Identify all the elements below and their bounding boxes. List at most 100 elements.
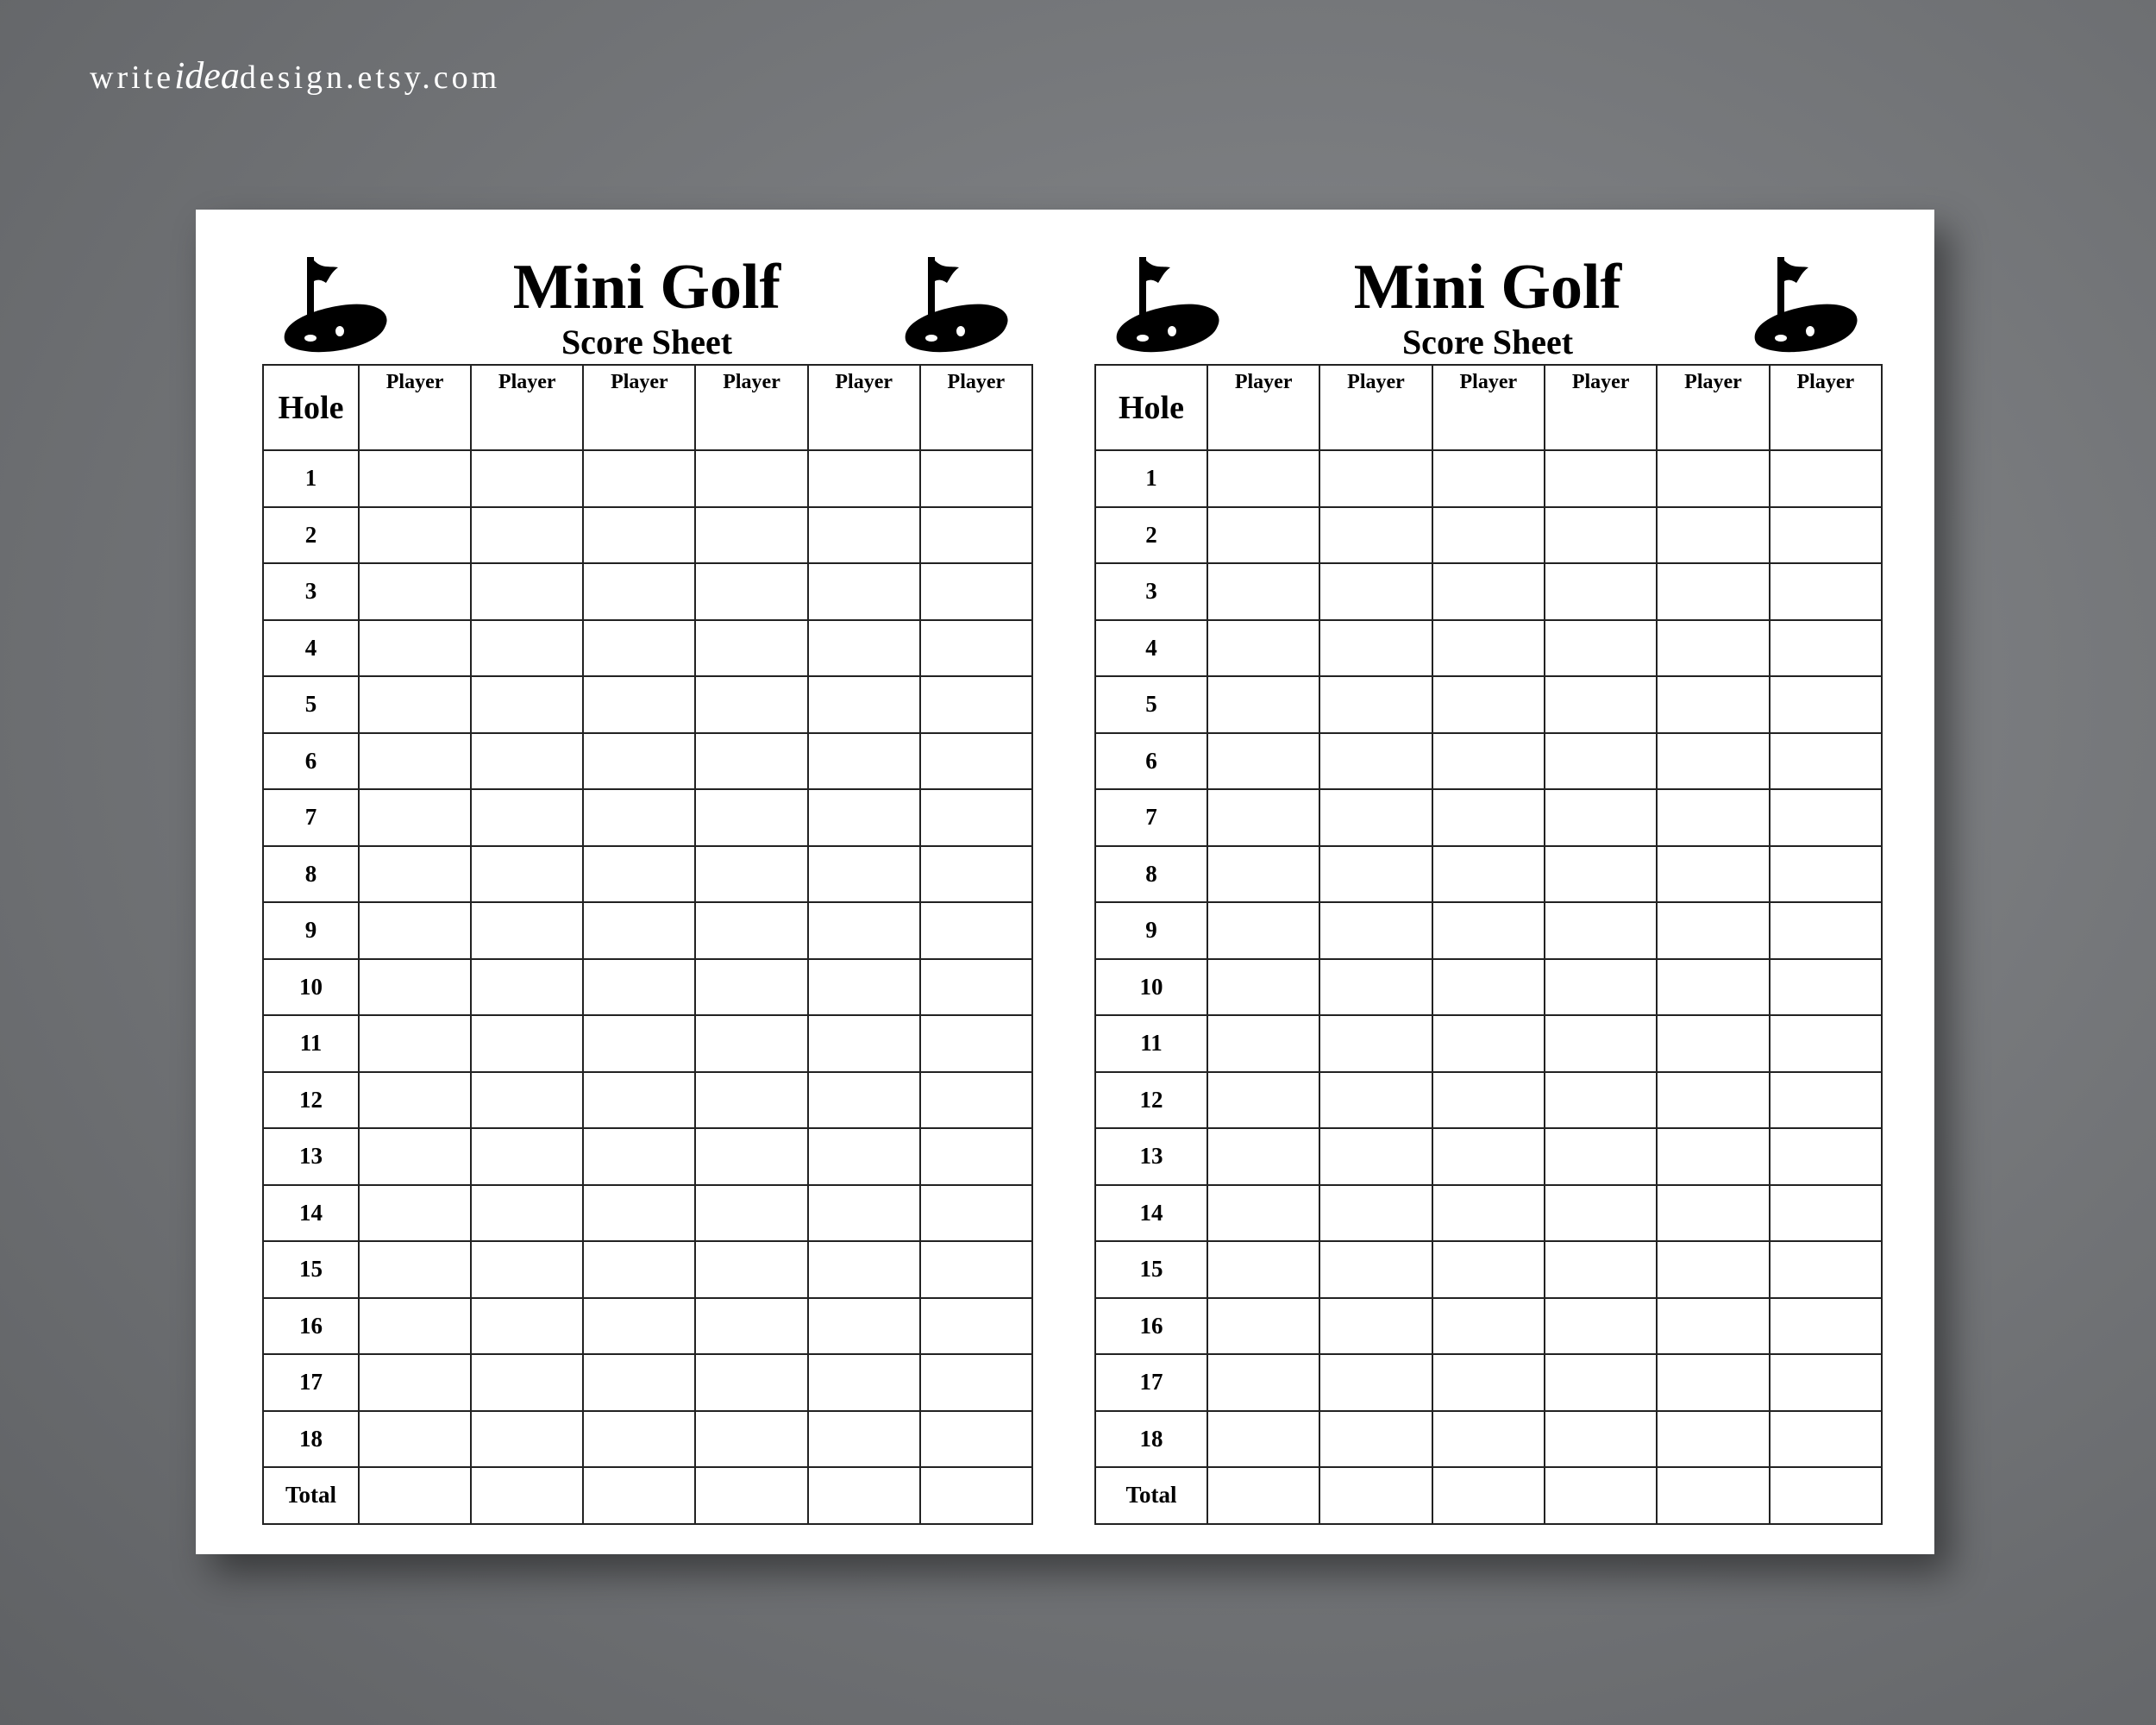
score-cell[interactable] bbox=[918, 505, 1033, 564]
score-cell[interactable] bbox=[918, 1127, 1033, 1186]
score-cell[interactable] bbox=[470, 1183, 585, 1242]
score-cell[interactable] bbox=[357, 505, 473, 564]
player-header[interactable]: Player bbox=[918, 364, 1033, 451]
score-cell[interactable] bbox=[694, 1183, 809, 1242]
score-cell[interactable] bbox=[582, 1353, 697, 1412]
score-cell[interactable] bbox=[806, 449, 921, 508]
score-cell[interactable] bbox=[357, 844, 473, 903]
score-cell[interactable] bbox=[1319, 1466, 1433, 1525]
player-header[interactable]: Player bbox=[1543, 364, 1658, 451]
score-cell[interactable] bbox=[357, 1127, 473, 1186]
score-cell[interactable] bbox=[1768, 901, 1883, 960]
score-cell[interactable] bbox=[1319, 1014, 1433, 1073]
score-cell[interactable] bbox=[918, 449, 1033, 508]
score-cell[interactable] bbox=[1206, 901, 1321, 960]
score-cell[interactable] bbox=[582, 1466, 697, 1525]
score-cell[interactable] bbox=[357, 618, 473, 677]
score-cell[interactable] bbox=[1319, 1070, 1433, 1129]
score-cell[interactable] bbox=[1431, 1070, 1545, 1129]
score-cell[interactable] bbox=[806, 1240, 921, 1299]
score-cell[interactable] bbox=[918, 1353, 1033, 1412]
score-cell[interactable] bbox=[1431, 1409, 1545, 1468]
score-cell[interactable] bbox=[470, 844, 585, 903]
score-cell[interactable] bbox=[694, 675, 809, 734]
score-cell[interactable] bbox=[582, 731, 697, 790]
score-cell[interactable] bbox=[1431, 449, 1545, 508]
score-cell[interactable] bbox=[357, 675, 473, 734]
score-cell[interactable] bbox=[918, 1409, 1033, 1468]
score-cell[interactable] bbox=[470, 618, 585, 677]
score-cell[interactable] bbox=[1206, 1466, 1321, 1525]
score-cell[interactable] bbox=[694, 1466, 809, 1525]
score-cell[interactable] bbox=[806, 844, 921, 903]
score-cell[interactable] bbox=[1768, 1353, 1883, 1412]
score-cell[interactable] bbox=[1768, 1183, 1883, 1242]
score-cell[interactable] bbox=[1543, 1183, 1658, 1242]
score-cell[interactable] bbox=[1431, 1353, 1545, 1412]
score-cell[interactable] bbox=[1206, 675, 1321, 734]
score-cell[interactable] bbox=[806, 562, 921, 621]
score-cell[interactable] bbox=[1319, 1127, 1433, 1186]
score-cell[interactable] bbox=[1656, 505, 1771, 564]
score-cell[interactable] bbox=[1656, 1127, 1771, 1186]
score-cell[interactable] bbox=[1206, 1409, 1321, 1468]
player-header[interactable]: Player bbox=[470, 364, 585, 451]
score-cell[interactable] bbox=[470, 1127, 585, 1186]
score-cell[interactable] bbox=[1319, 562, 1433, 621]
score-cell[interactable] bbox=[470, 675, 585, 734]
score-cell[interactable] bbox=[1656, 957, 1771, 1016]
score-cell[interactable] bbox=[806, 1409, 921, 1468]
score-cell[interactable] bbox=[1768, 844, 1883, 903]
score-cell[interactable] bbox=[1206, 1070, 1321, 1129]
score-cell[interactable] bbox=[1319, 1353, 1433, 1412]
score-cell[interactable] bbox=[582, 1127, 697, 1186]
score-cell[interactable] bbox=[1543, 844, 1658, 903]
score-cell[interactable] bbox=[470, 788, 585, 847]
score-cell[interactable] bbox=[1319, 901, 1433, 960]
score-cell[interactable] bbox=[1206, 844, 1321, 903]
score-cell[interactable] bbox=[1431, 731, 1545, 790]
score-cell[interactable] bbox=[1656, 788, 1771, 847]
score-cell[interactable] bbox=[1768, 1240, 1883, 1299]
score-cell[interactable] bbox=[1656, 1466, 1771, 1525]
score-cell[interactable] bbox=[582, 788, 697, 847]
score-cell[interactable] bbox=[1431, 562, 1545, 621]
score-cell[interactable] bbox=[918, 731, 1033, 790]
score-cell[interactable] bbox=[1768, 562, 1883, 621]
score-cell[interactable] bbox=[694, 1070, 809, 1129]
score-cell[interactable] bbox=[470, 731, 585, 790]
score-cell[interactable] bbox=[1543, 1014, 1658, 1073]
score-cell[interactable] bbox=[1319, 618, 1433, 677]
score-cell[interactable] bbox=[806, 1466, 921, 1525]
score-cell[interactable] bbox=[470, 1070, 585, 1129]
score-cell[interactable] bbox=[918, 844, 1033, 903]
score-cell[interactable] bbox=[918, 618, 1033, 677]
score-cell[interactable] bbox=[1543, 901, 1658, 960]
score-cell[interactable] bbox=[1319, 731, 1433, 790]
score-cell[interactable] bbox=[357, 1466, 473, 1525]
score-cell[interactable] bbox=[806, 731, 921, 790]
score-cell[interactable] bbox=[357, 901, 473, 960]
score-cell[interactable] bbox=[1543, 1127, 1658, 1186]
score-cell[interactable] bbox=[357, 1014, 473, 1073]
player-header[interactable]: Player bbox=[806, 364, 921, 451]
player-header[interactable]: Player bbox=[1656, 364, 1771, 451]
score-cell[interactable] bbox=[694, 788, 809, 847]
score-cell[interactable] bbox=[1768, 957, 1883, 1016]
score-cell[interactable] bbox=[470, 1353, 585, 1412]
score-cell[interactable] bbox=[1543, 1240, 1658, 1299]
score-cell[interactable] bbox=[1543, 731, 1658, 790]
score-cell[interactable] bbox=[1206, 957, 1321, 1016]
score-cell[interactable] bbox=[1319, 449, 1433, 508]
score-cell[interactable] bbox=[1768, 1070, 1883, 1129]
score-cell[interactable] bbox=[1206, 505, 1321, 564]
score-cell[interactable] bbox=[357, 562, 473, 621]
score-cell[interactable] bbox=[582, 901, 697, 960]
score-cell[interactable] bbox=[1431, 675, 1545, 734]
score-cell[interactable] bbox=[1319, 505, 1433, 564]
score-cell[interactable] bbox=[1319, 1240, 1433, 1299]
score-cell[interactable] bbox=[582, 505, 697, 564]
score-cell[interactable] bbox=[1206, 618, 1321, 677]
score-cell[interactable] bbox=[582, 1183, 697, 1242]
score-cell[interactable] bbox=[470, 1296, 585, 1355]
